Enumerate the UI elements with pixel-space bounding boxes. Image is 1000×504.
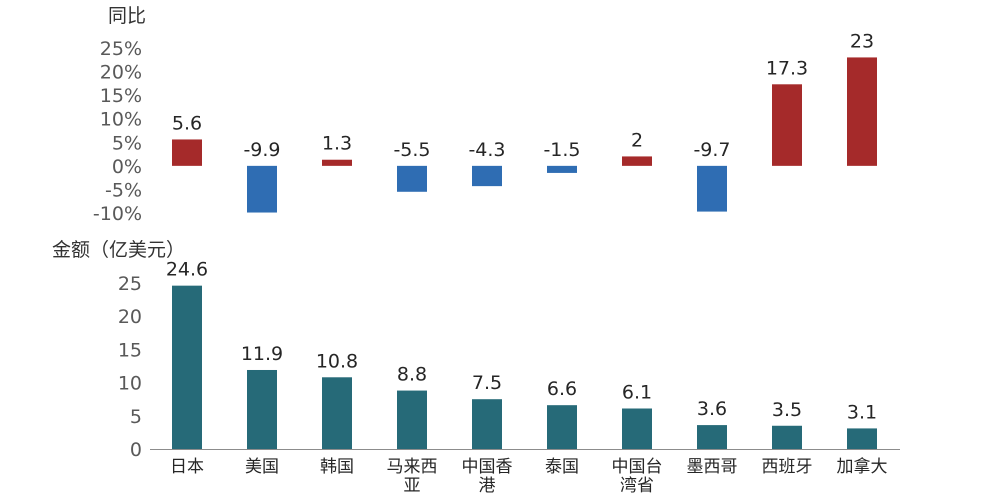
x-tick-label: 湾省 (620, 476, 654, 496)
top-bar (772, 84, 802, 166)
bottom-data-label: 10.8 (316, 350, 358, 372)
bottom-y-axis-label: 金额（亿美元） (52, 239, 185, 261)
bottom-bar (322, 377, 352, 449)
top-y-tick-label: 0% (112, 156, 142, 178)
bottom-bar (397, 390, 427, 449)
bottom-data-label: 24.6 (166, 259, 208, 281)
top-data-label: 23 (850, 30, 874, 52)
top-bar (172, 139, 202, 166)
bottom-data-label: 8.8 (397, 364, 427, 386)
bottom-bar (847, 428, 877, 449)
top-bar (322, 159, 352, 166)
top-y-tick-label: -5% (105, 179, 142, 201)
bottom-data-label: 6.6 (547, 378, 577, 400)
bottom-bar (472, 399, 502, 449)
bottom-plot: 24.6 11.9 10.8 8.8 7.5 6.6 6.1 3.6 3.5 3.1 (150, 259, 900, 450)
top-y-tick-label: 25% (100, 38, 142, 60)
top-plot: 5.6 -9.9 1.3 -5.5 -4.3 -1.5 2 -9.7 17.3 23 (172, 30, 877, 213)
top-y-tick-label: 5% (112, 132, 142, 154)
top-y-axis: 25%20%15%10%5%0%-5%-10% (93, 38, 142, 225)
top-bar (697, 165, 727, 212)
x-tick-label: 泰国 (545, 457, 579, 477)
bottom-bar (547, 405, 577, 449)
top-data-label: 2 (631, 129, 643, 151)
top-bar (622, 156, 652, 166)
bottom-bar (772, 425, 802, 449)
x-tick-label: 中国香 (462, 457, 513, 477)
bottom-bar (247, 369, 277, 449)
x-tick-label: 港 (479, 476, 496, 496)
x-tick-label: 西班牙 (762, 457, 813, 477)
x-tick-label: 中国台 (612, 457, 663, 477)
top-data-label: -4.3 (468, 139, 505, 161)
bottom-data-label: 7.5 (472, 372, 502, 394)
bottom-y-axis: 25 20 15 10 5 0 (118, 273, 142, 461)
bottom-bar (697, 425, 727, 449)
x-tick-label: 美国 (245, 457, 279, 477)
bottom-data-label: 3.6 (697, 398, 727, 420)
top-y-tick-label: 20% (100, 62, 142, 84)
x-tick-label: 韩国 (320, 457, 354, 477)
bottom-y-tick-label: 0 (130, 439, 142, 461)
bottom-y-tick-label: 5 (130, 406, 142, 428)
top-y-tick-label: -10% (93, 203, 142, 225)
bottom-bar (622, 408, 652, 449)
top-bar (397, 165, 427, 192)
bottom-bar (172, 285, 202, 449)
top-y-axis-label: 同比 (108, 5, 146, 27)
bottom-data-label: 3.5 (772, 399, 802, 421)
bottom-y-tick-label: 15 (118, 339, 142, 361)
top-data-label: 1.3 (322, 133, 352, 155)
top-data-label: 5.6 (172, 112, 202, 134)
bottom-y-tick-label: 10 (118, 373, 142, 395)
top-y-tick-label: 10% (100, 109, 142, 131)
bottom-data-label: 11.9 (241, 343, 283, 365)
top-bar (847, 57, 877, 166)
bottom-data-label: 6.1 (622, 381, 652, 403)
top-bar (247, 165, 277, 213)
top-data-label: -1.5 (543, 139, 580, 161)
bottom-data-label: 3.1 (847, 401, 877, 423)
top-data-label: 17.3 (766, 57, 808, 79)
x-tick-label: 亚 (404, 476, 421, 496)
x-tick-label: 马来西 (387, 457, 438, 477)
x-tick-label: 墨西哥 (687, 457, 738, 477)
top-data-label: -9.9 (243, 139, 280, 161)
bottom-y-tick-label: 20 (118, 306, 142, 328)
top-bar (472, 165, 502, 187)
x-tick-label: 加拿大 (837, 456, 888, 477)
top-bar (547, 165, 577, 173)
top-data-label: -9.7 (693, 139, 730, 161)
x-tick-label: 日本 (170, 457, 204, 477)
top-y-tick-label: 15% (100, 85, 142, 107)
top-data-label: -5.5 (393, 139, 430, 161)
bottom-y-tick-label: 25 (118, 273, 142, 295)
